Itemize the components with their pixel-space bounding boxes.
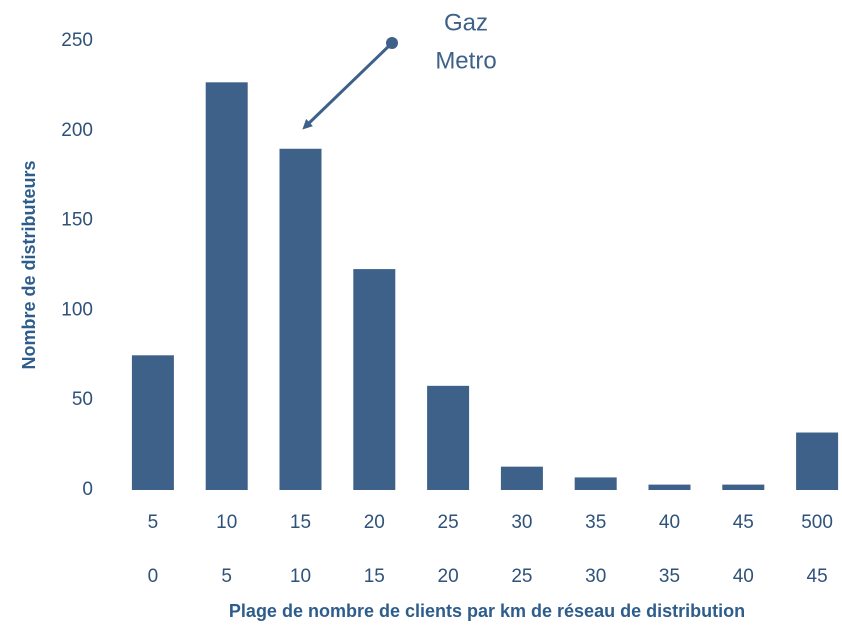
x-tick-label: 25 [511, 566, 532, 587]
x-tick-label: 30 [585, 566, 606, 587]
x-tick-label: 40 [659, 512, 680, 533]
x-tick-label: 35 [585, 512, 606, 533]
y-axis-title: Nombre de distributeurs [19, 160, 39, 369]
annotation-arrow [302, 41, 394, 130]
annotation-text: Metro [435, 47, 496, 74]
y-tick-label: 200 [61, 120, 93, 141]
x-tick-label: 5 [221, 566, 232, 587]
x-tick-label: 20 [364, 512, 385, 533]
annotation-text: Gaz [444, 9, 488, 36]
annotation-dot [386, 37, 398, 49]
bar [279, 148, 322, 490]
bar [722, 484, 765, 490]
x-tick-label: 500 [801, 512, 833, 533]
x-tick-label: 20 [438, 566, 459, 587]
x-tick-label: 15 [290, 512, 311, 533]
bar [796, 432, 839, 490]
x-tick-label: 25 [438, 512, 459, 533]
bar [427, 385, 470, 490]
y-tick-label: 0 [82, 479, 93, 500]
y-tick-label: 50 [72, 389, 93, 410]
y-tick-label: 250 [61, 30, 93, 51]
x-tick-label: 45 [733, 512, 754, 533]
y-tick-label: 100 [61, 299, 93, 320]
bar [131, 355, 174, 490]
bar [574, 477, 617, 490]
x-tick-label: 35 [659, 566, 680, 587]
x-tick-label: 10 [290, 566, 311, 587]
x-tick-label: 10 [216, 512, 237, 533]
x-tick-label: 30 [511, 512, 532, 533]
bar [353, 269, 396, 490]
y-tick-label: 150 [61, 210, 93, 231]
x-axis-title: Plage de nombre de clients par km de rés… [229, 601, 745, 621]
x-tick-label: 5 [148, 512, 159, 533]
bar [648, 484, 691, 490]
bar [205, 82, 248, 491]
x-tick-label: 40 [733, 566, 754, 587]
bar [500, 466, 543, 490]
x-tick-label: 15 [364, 566, 385, 587]
x-tick-label: 45 [807, 566, 828, 587]
x-tick-label: 0 [148, 566, 159, 587]
